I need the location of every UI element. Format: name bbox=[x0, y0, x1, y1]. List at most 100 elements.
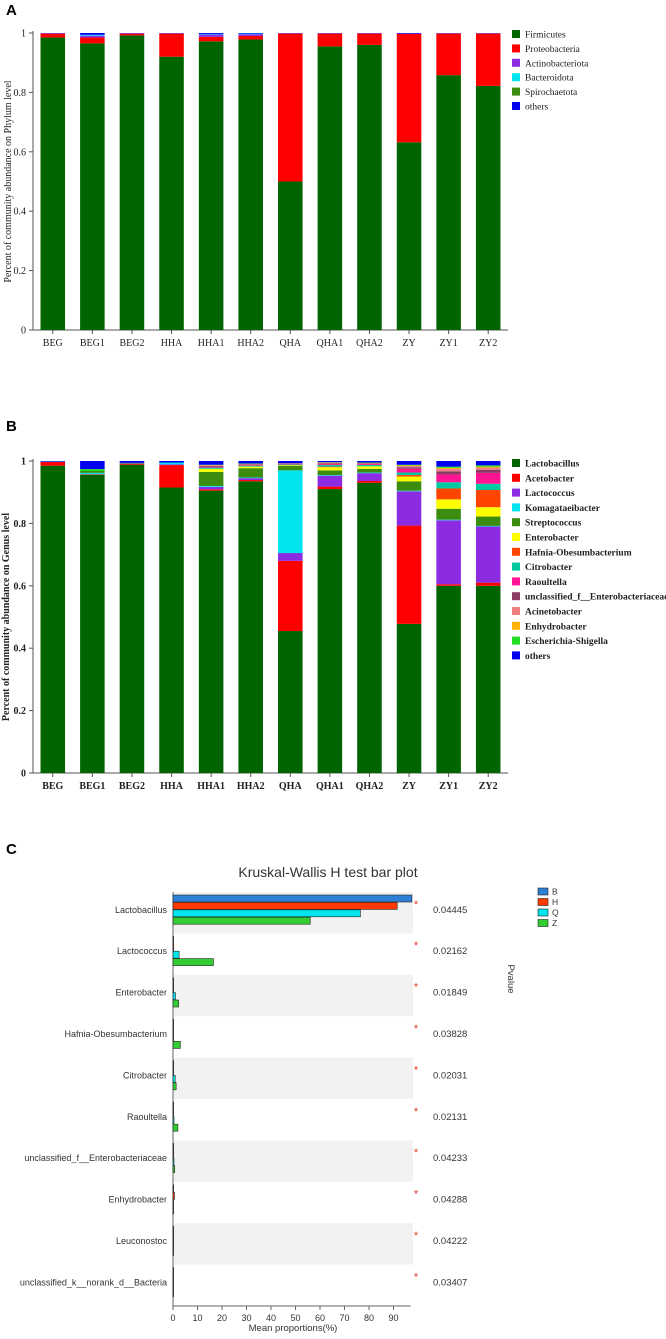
chart1-bar-segment bbox=[475, 85, 501, 330]
chart2-y-axis-label: Percent of community abundance on Genus … bbox=[1, 513, 12, 721]
chart3-bar bbox=[172, 992, 176, 1000]
chart2-bar-segment bbox=[396, 623, 422, 773]
chart1-bar-segment bbox=[396, 142, 422, 330]
chart2-bar-segment bbox=[357, 472, 382, 474]
chart3-significance-marker: * bbox=[414, 940, 419, 952]
chart1-legend-swatch bbox=[512, 73, 520, 82]
chart2-bar-segment bbox=[396, 481, 422, 491]
chart2-bar-segment bbox=[119, 463, 145, 465]
chart3-pvalue: 0.04445 bbox=[433, 905, 467, 916]
chart2-bar-segment bbox=[357, 473, 382, 481]
chart3-significance-marker: * bbox=[414, 982, 419, 994]
chart2-bar-segment bbox=[396, 472, 422, 476]
chart3-bar bbox=[172, 1225, 174, 1234]
chart2-bar-segment bbox=[396, 491, 422, 526]
chart1-bar-segment bbox=[238, 33, 263, 34]
chart3-bar bbox=[172, 1157, 175, 1166]
chart3-pvalue: 0.01849 bbox=[433, 988, 467, 999]
chart2-x-tick-label: BEG bbox=[42, 781, 63, 792]
chart2-legend-swatch bbox=[512, 607, 520, 615]
chart2-bar-segment bbox=[80, 475, 105, 773]
chart3-bar bbox=[172, 1191, 175, 1200]
chart1-bar-segment bbox=[80, 35, 105, 38]
chart1-bar-segment bbox=[238, 35, 263, 40]
chart3-pvalue: 0.02131 bbox=[433, 1112, 467, 1123]
chart2-bar-segment bbox=[396, 461, 422, 465]
chart1-bar-segment bbox=[278, 33, 303, 182]
chart3-legend-swatch bbox=[537, 887, 549, 896]
chart1-x-tick-label: ZY1 bbox=[439, 338, 457, 349]
chart2-bar-segment bbox=[475, 472, 501, 484]
chart1-x-tick-label: ZY bbox=[402, 338, 415, 349]
chart3-bar bbox=[172, 1233, 174, 1241]
chart2-x-tick-label: QHA2 bbox=[356, 781, 384, 792]
chart3-pvalue: 0.03407 bbox=[433, 1277, 467, 1288]
chart3-category-label: unclassified_k__norank_d__Bacteria bbox=[20, 1277, 167, 1287]
chart3-category-label: Enhydrobacter bbox=[108, 1195, 167, 1205]
chart2-bar-segment bbox=[396, 476, 422, 482]
chart3-bar bbox=[172, 1067, 174, 1076]
chart2-bar-segment bbox=[159, 461, 184, 463]
chart2-bar-segment bbox=[238, 465, 263, 467]
chart2-bar-segment bbox=[436, 508, 461, 520]
chart2-bar-segment bbox=[198, 486, 224, 490]
chart2-bar-segment bbox=[475, 461, 501, 466]
chart2-bar-segment bbox=[80, 472, 105, 475]
chart2-x-tick-label: ZY1 bbox=[439, 781, 458, 792]
chart3-category-label: Lactobacillus bbox=[115, 905, 168, 915]
chart2-bar-segment bbox=[317, 467, 343, 471]
chart1-y-tick-label: 0.2 bbox=[14, 266, 27, 277]
chart1-bar-segment bbox=[317, 33, 343, 47]
chart3-x-tick-label: 70 bbox=[339, 1313, 349, 1323]
chart1-x-tick-label: BEG2 bbox=[119, 338, 144, 349]
chart2-legend-swatch bbox=[512, 592, 520, 601]
chart2-x-tick-label: ZY2 bbox=[479, 781, 498, 792]
chart2-bar-segment bbox=[198, 465, 224, 467]
chart3-bar bbox=[172, 916, 311, 925]
chart2-bar-segment bbox=[238, 480, 263, 482]
chart2-bar-segment bbox=[159, 487, 184, 773]
chart2-bar-segment bbox=[40, 465, 66, 773]
chart1-legend-swatch bbox=[512, 87, 520, 96]
chart1-x-tick-label: HHA1 bbox=[198, 338, 225, 349]
chart2-legend-label: Acetobacter bbox=[525, 474, 575, 484]
chart3-significance-marker: * bbox=[414, 1189, 419, 1201]
chart1-legend-swatch bbox=[512, 102, 520, 110]
chart1-bar-segment bbox=[198, 36, 224, 42]
chart2-bar-segment bbox=[396, 465, 422, 468]
chart3-x-tick-label: 40 bbox=[266, 1313, 276, 1323]
chart3-x-axis-label: Mean proportions(%) bbox=[249, 1323, 338, 1334]
chart3-bar bbox=[172, 1282, 174, 1290]
panel-a-letter: A bbox=[6, 2, 17, 19]
chart3-row-band bbox=[173, 974, 413, 1017]
chart1-legend-label: Proteobacteria bbox=[525, 45, 581, 55]
chart2-bar-segment bbox=[436, 488, 461, 500]
chart1-bar-segment bbox=[40, 33, 66, 38]
chart2-bar-segment bbox=[436, 520, 461, 585]
chart3-bar bbox=[172, 943, 175, 952]
chart1-legend-label: Actinobacteriota bbox=[525, 59, 589, 69]
chart2-bar-segment bbox=[198, 465, 224, 466]
chart2-bar-segment bbox=[238, 477, 263, 479]
chart2-bar-segment bbox=[159, 464, 184, 466]
chart2-bar-segment bbox=[40, 461, 66, 466]
chart2-bar-segment bbox=[238, 466, 263, 469]
chart1-bar-segment bbox=[80, 34, 105, 36]
chart3-significance-marker: * bbox=[414, 1147, 419, 1159]
chart2-bar-segment bbox=[198, 466, 224, 468]
chart2-legend-label: Enhydrobacter bbox=[525, 622, 587, 632]
chart1-bar-segment bbox=[198, 41, 224, 330]
chart2-bar-segment bbox=[119, 464, 145, 773]
chart2-bar-segment bbox=[475, 582, 501, 586]
chart2-bar-segment bbox=[317, 489, 343, 773]
chart3-legend-swatch bbox=[537, 898, 549, 906]
chart2-bar-segment bbox=[436, 471, 461, 475]
chart3-category-label: Enterobacter bbox=[115, 988, 167, 998]
chart2-legend-swatch bbox=[512, 562, 520, 571]
chart2-x-tick-label: ZY bbox=[402, 781, 417, 792]
chart3-bar bbox=[172, 958, 214, 966]
chart2-x-tick-label: HHA1 bbox=[197, 781, 225, 792]
chart3-legend-label: Z bbox=[552, 918, 557, 928]
chart1-bar-segment bbox=[80, 37, 105, 44]
chart1-bar-segment bbox=[475, 33, 501, 86]
